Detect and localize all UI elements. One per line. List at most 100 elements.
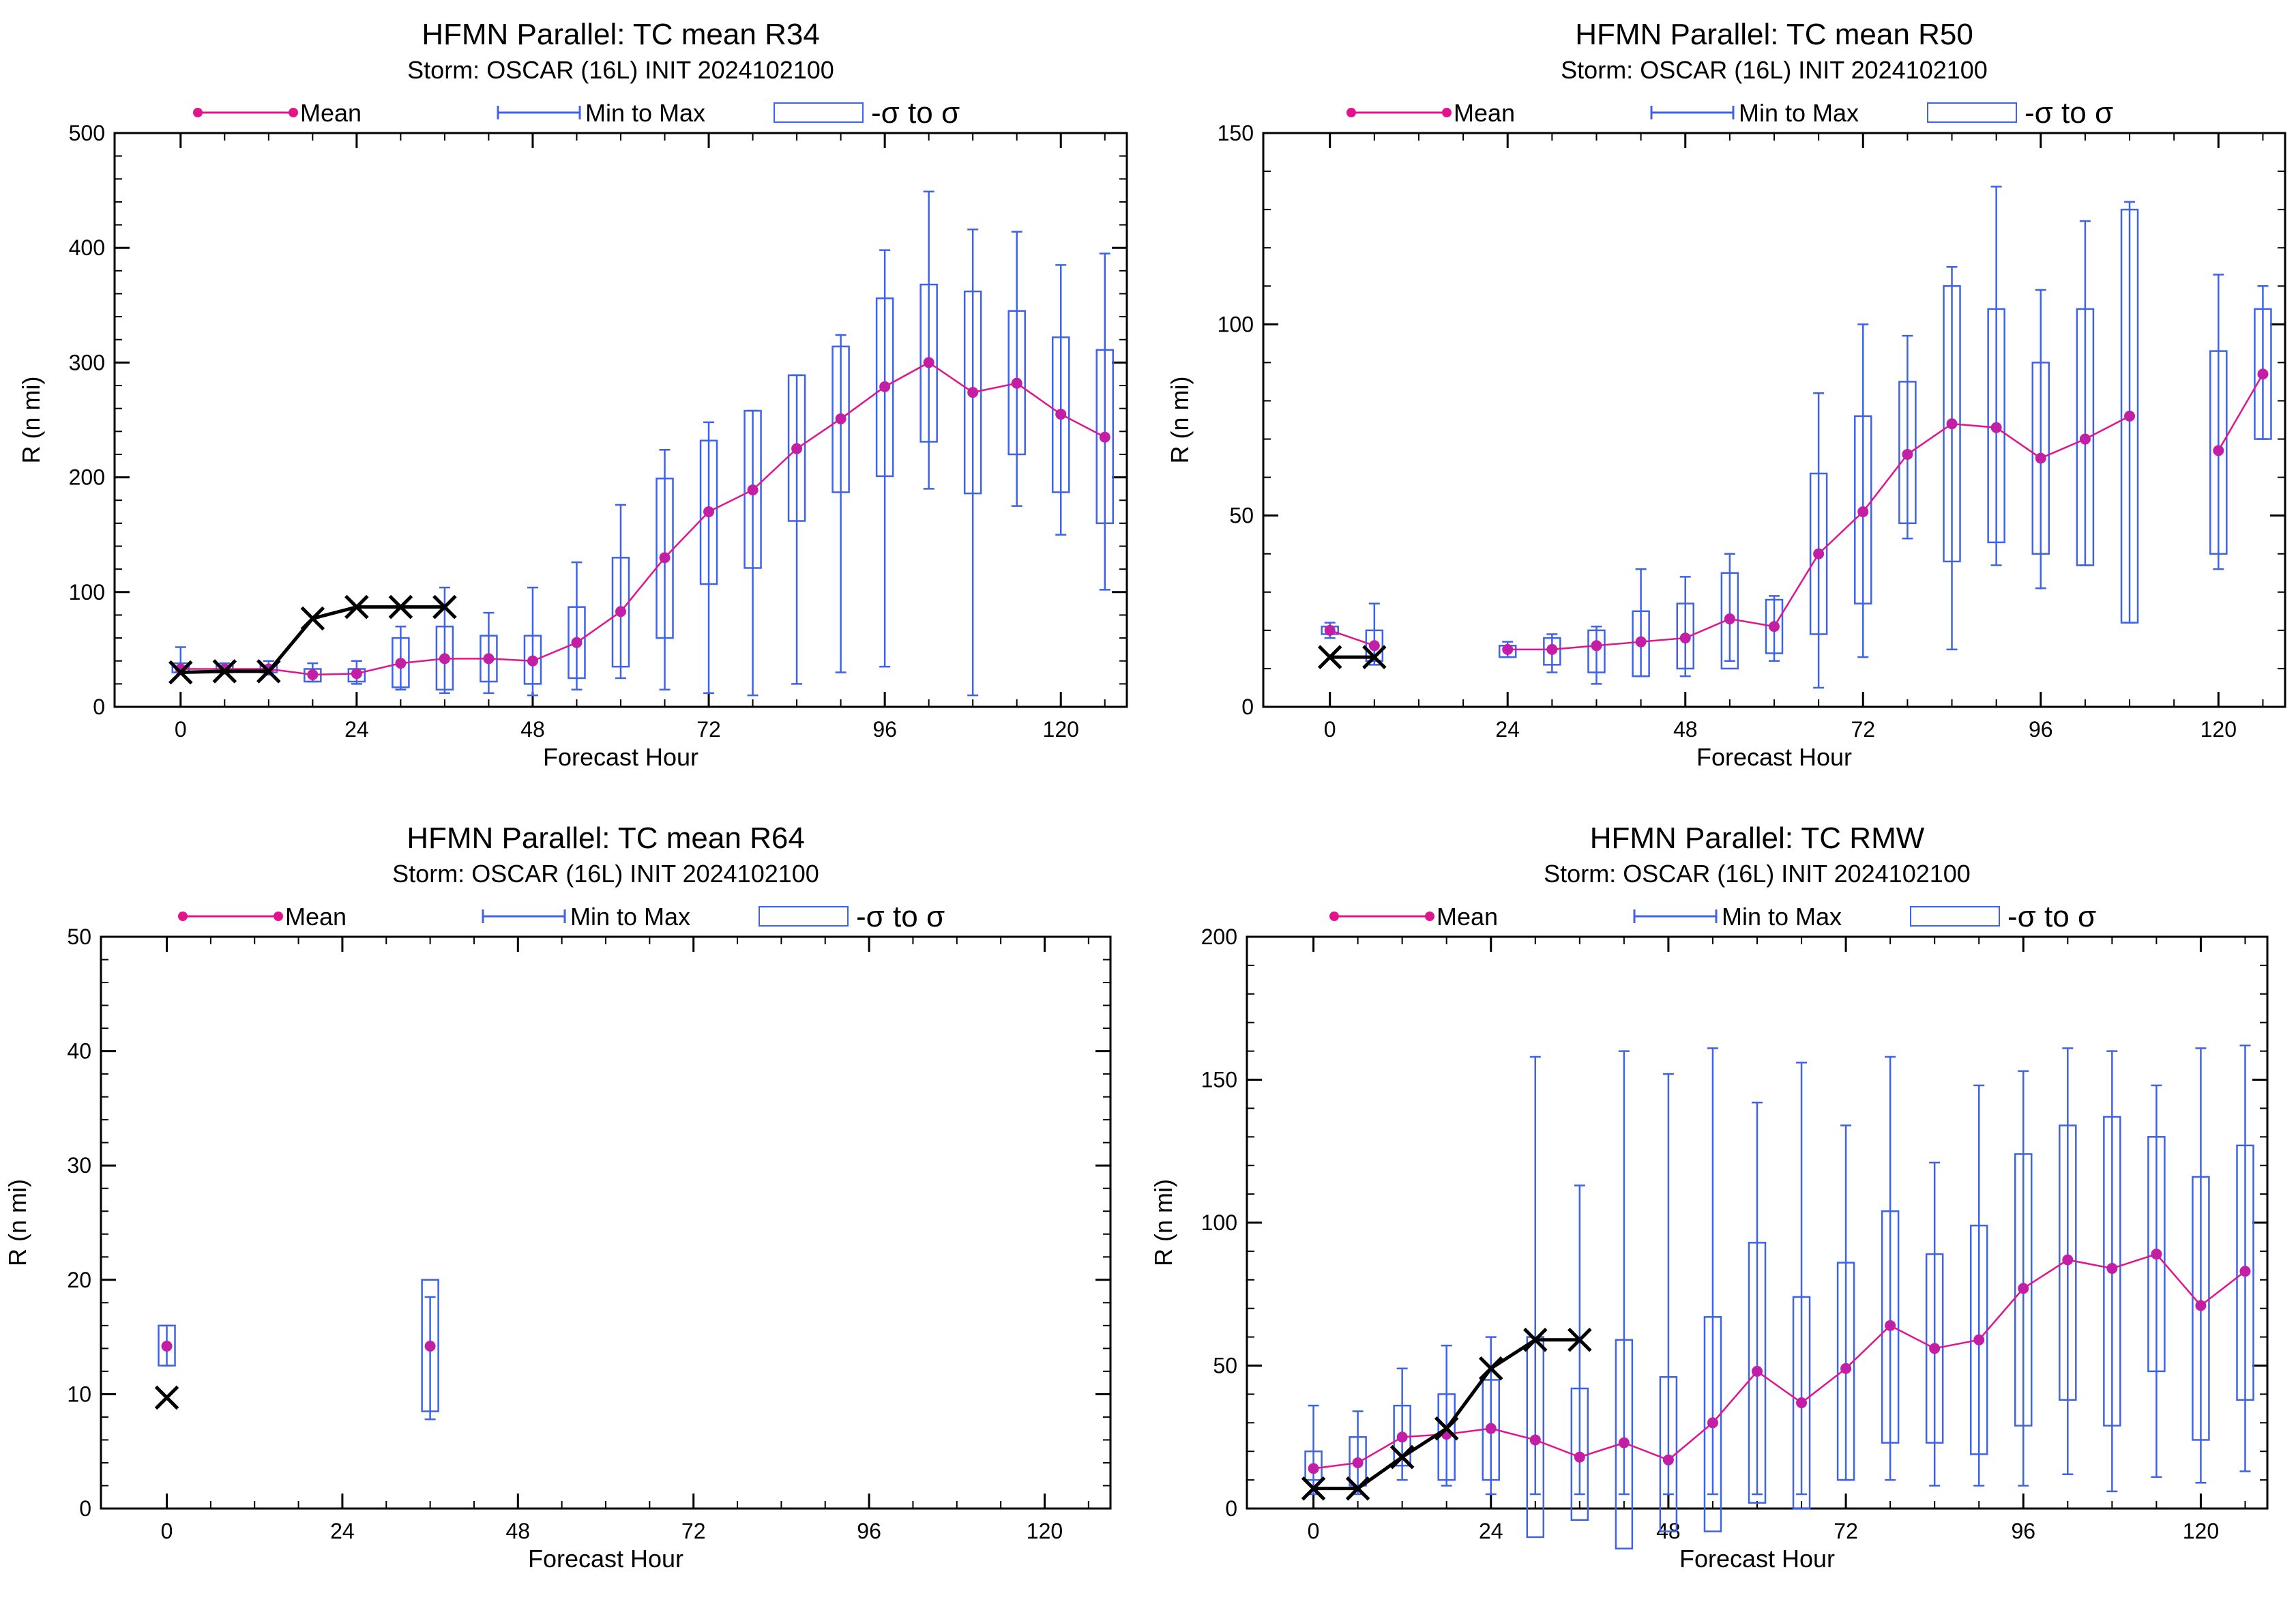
sigma-box [2120, 208, 2139, 624]
data-box [2014, 1070, 2033, 1487]
mean-point [1368, 640, 1380, 652]
y-tick-label: 400 [69, 235, 105, 260]
mean-point [967, 387, 979, 398]
mean-point [1055, 409, 1067, 420]
observed-x-stroke [256, 659, 281, 684]
data-box [1703, 1047, 1722, 1532]
observed-x-stroke [432, 594, 457, 620]
legend: Mean Min to Max -σ to σ [178, 900, 945, 933]
x-tick-label: 24 [1495, 717, 1520, 742]
sigma-box [2236, 1144, 2254, 1401]
sigma-box [1836, 1262, 1855, 1481]
mean-point [1707, 1417, 1718, 1429]
sigma-box [1543, 637, 1561, 666]
observed-x-stroke [154, 1385, 179, 1410]
mean-point [2035, 452, 2046, 464]
mean-point [1635, 636, 1647, 647]
observed-x-marker [1434, 1416, 1459, 1441]
y-tick-label: 100 [1201, 1210, 1237, 1235]
observed-x-stroke [212, 659, 237, 684]
sigma-box [1676, 602, 1694, 670]
data-box [919, 190, 938, 490]
mean-point [2195, 1300, 2207, 1311]
mean-point [615, 606, 626, 617]
y-tick-label: 20 [67, 1268, 91, 1292]
observed-x-stroke [388, 594, 413, 620]
data-box [568, 561, 586, 691]
y-tick-label: 50 [67, 924, 91, 949]
data-box [2254, 285, 2272, 440]
mean-point [879, 381, 891, 392]
sigma-box [611, 557, 630, 668]
sigma-box [699, 439, 718, 585]
observed-x-marker [1362, 645, 1387, 669]
sigma-box [1792, 1296, 1811, 1510]
mean-series-line [1313, 1253, 2246, 1470]
chart-title: HFMN Parallel: TC mean R64 [407, 821, 805, 855]
data-box [2192, 1047, 2210, 1484]
x-tick-label: 72 [1834, 1519, 1858, 1543]
data-box [2031, 289, 2050, 589]
chart-title: HFMN Parallel: TC mean R50 [1575, 18, 1973, 51]
x-tick-label: 120 [2183, 1519, 2219, 1543]
data-box [1836, 1124, 1855, 1481]
plot-frame [100, 935, 1112, 1510]
observed-x-stroke [168, 660, 193, 685]
x-tick-label: 24 [330, 1519, 355, 1543]
sigma-box [2254, 308, 2272, 440]
data-box [2147, 1084, 2166, 1479]
data-box [1676, 576, 1694, 678]
chart-subtitle: Storm: OSCAR (16L) INIT 2024102100 [392, 860, 819, 888]
legend-range-label: Min to Max [585, 99, 705, 127]
y-axis-label: R (n mi) [1149, 1179, 1177, 1266]
mean-point [1796, 1397, 1808, 1408]
sigma-box [875, 297, 894, 478]
x-tick-label: 96 [2029, 717, 2053, 742]
x-axis-label: Forecast Hour [528, 1545, 683, 1573]
observed-x-stroke [1568, 1328, 1592, 1352]
mean-point [1324, 624, 1336, 636]
mean-point [1099, 431, 1110, 443]
legend-sigma-label: -σ to σ [856, 900, 945, 933]
data-box [1987, 186, 2005, 566]
x-axis-label: Forecast Hour [1679, 1545, 1835, 1573]
data-box [1809, 392, 1828, 689]
chart-title: HFMN Parallel: TC RMW [1590, 821, 1925, 855]
observed-x-marker [256, 659, 281, 684]
legend-sigma-box [774, 102, 864, 123]
y-axis-label: R (n mi) [1166, 377, 1194, 464]
mean-point [2079, 433, 2091, 445]
sigma-box [831, 345, 850, 493]
data-box [523, 586, 542, 697]
legend-mean-dot [1425, 912, 1434, 921]
mean-point [1724, 613, 1735, 625]
sigma-box [1393, 1404, 1411, 1467]
y-tick-label: 100 [1218, 312, 1254, 336]
x-tick-label: 48 [520, 717, 545, 742]
legend: Mean Min to Max -σ to σ [193, 96, 960, 130]
observed-x-marker [212, 659, 237, 684]
observed-x-marker [1523, 1328, 1548, 1352]
sigma-box [1925, 1253, 1944, 1444]
sigma-box [2014, 1153, 2033, 1427]
mean-point [2018, 1283, 2029, 1294]
data-box [480, 611, 498, 695]
legend-sigma-box [1927, 102, 2017, 123]
legend: Mean Min to Max -σ to σ [1346, 96, 2113, 130]
mean-point [1813, 548, 1825, 559]
mean-point [1574, 1451, 1585, 1463]
mean-point [483, 653, 495, 665]
data-box [421, 1279, 439, 1421]
mean-point [2257, 368, 2269, 380]
mean-point [351, 668, 362, 680]
mean-point [1662, 1454, 1674, 1466]
y-tick-label: 500 [69, 121, 105, 145]
data-box [744, 409, 762, 697]
data-box [963, 229, 982, 697]
sigma-box [2103, 1116, 2121, 1427]
mean-point [1546, 643, 1558, 655]
x-tick-label: 24 [1479, 1519, 1503, 1543]
legend-mean-dot [1346, 108, 1356, 117]
sigma-box [1969, 1224, 1988, 1455]
legend-mean-dot [274, 912, 283, 921]
